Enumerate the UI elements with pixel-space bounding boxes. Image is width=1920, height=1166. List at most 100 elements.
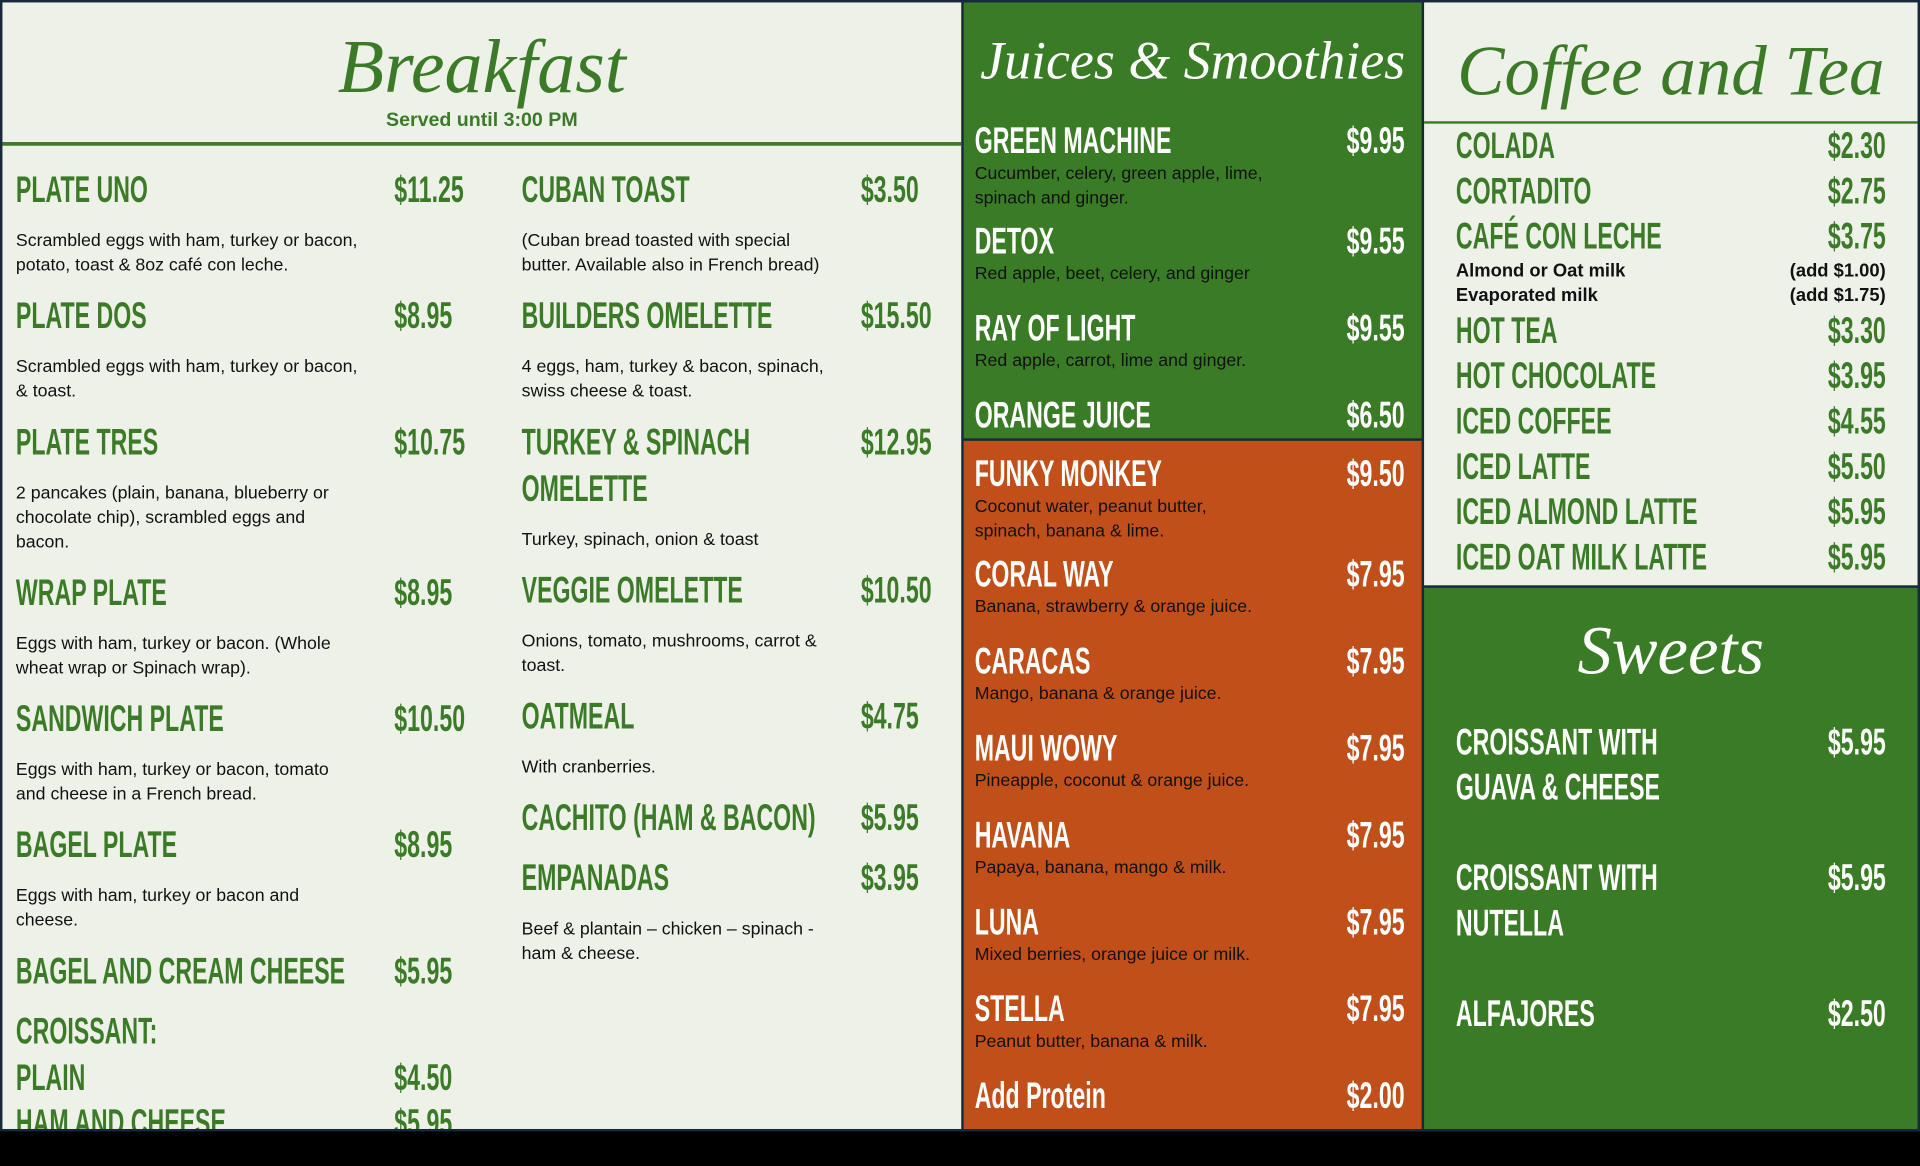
item-name: BUILDERS OMELETTE	[521, 296, 773, 337]
menu-item: HOT TEA $3.30	[1456, 309, 1886, 354]
menu-item: CROISSANT WITH GUAVA & CHEESE $5.95	[1456, 720, 1886, 856]
item-name: BAGEL PLATE	[15, 825, 178, 866]
menu-item: ICED OAT MILK LATTE $5.95	[1456, 535, 1886, 580]
item-row: CORTADITO $2.75	[1456, 169, 1886, 214]
item-price: $5.95	[1827, 492, 1886, 533]
menu-item: COLADA $2.30	[1456, 124, 1886, 169]
item-description: (Cuban bread toasted with special butter…	[521, 231, 820, 276]
menu-item: GREEN MACHINE $9.95 Cucumber, celery, gree…	[975, 120, 1405, 220]
menu-item: TURKEY & SPINACH OMELETTE $12.95 Turkey, s…	[522, 420, 962, 568]
item-option: Almond or Oat milk (add $1.00)	[1456, 260, 1886, 284]
item-price: $9.95	[1346, 121, 1405, 162]
item-name: FUNKY MONKEY	[974, 454, 1163, 495]
item-option: HAM AND CHEESE $5.95	[16, 1101, 599, 1129]
item-description: Mango, banana & orange juice.	[974, 684, 1222, 705]
item-row: CUBAN TOAST $3.50	[522, 168, 962, 215]
item-price: $5.50	[1827, 446, 1886, 488]
menu-item: CROISSANT WITH NUTELLA $5.95	[1456, 856, 1886, 992]
item-name: TURKEY & SPINACH OMELETTE	[521, 422, 751, 510]
smoothies-list: FUNKY MONKEY $9.50 Coconut water, peanut b…	[975, 453, 1405, 1129]
item-row: STELLA $7.95	[975, 988, 1405, 1032]
item-name: CAFÉ CON LECHE	[1455, 216, 1662, 258]
item-row: BAGEL AND CREAM CHEESE $5.95	[16, 949, 599, 996]
item-name: BAGEL AND CREAM CHEESE	[15, 951, 346, 992]
item-price: $7.95	[1346, 728, 1405, 769]
juices-list: GREEN MACHINE $9.95 Cucumber, celery, gree…	[975, 120, 1405, 438]
item-row: CROISSANT WITH NUTELLA $5.95	[1456, 856, 1886, 947]
item-row: PLATE TRES $10.75	[16, 420, 599, 467]
item-name: GREEN MACHINE	[974, 121, 1172, 162]
item-row: ICED COFFEE $4.55	[1456, 399, 1886, 444]
item-row: PLATE DOS $8.95	[16, 294, 599, 341]
item-description: Eggs with ham, turkey or bacon and chees…	[15, 886, 300, 931]
item-price: $9.55	[1346, 308, 1405, 349]
item-name: CROISSANT WITH GUAVA & CHEESE	[1455, 722, 1660, 809]
option-name: Evaporated milk	[1455, 285, 1598, 307]
item-price: $9.50	[1346, 454, 1405, 495]
item-row: ICED OAT MILK LATTE $5.95	[1456, 535, 1886, 580]
item-name: CORAL WAY	[974, 554, 1114, 596]
item-price: $12.95	[860, 422, 932, 463]
item-price: $4.55	[1827, 401, 1886, 443]
item-row: DETOX $9.55	[975, 220, 1405, 264]
menu-item: STELLA $7.95 Peanut butter, banana & milk.	[975, 988, 1405, 1075]
item-row: RAY OF LIGHT $9.55	[975, 307, 1405, 351]
item-description: Onions, tomato, mushrooms, carrot & toas…	[521, 631, 817, 676]
item-name: PLATE DOS	[15, 296, 147, 337]
item-price: $7.95	[1346, 554, 1405, 596]
item-name: ORANGE JUICE	[974, 395, 1151, 436]
menu-item: LUNA $7.95 Mixed berries, orange juice or …	[975, 901, 1405, 988]
item-name: ICED LATTE	[1455, 446, 1591, 488]
item-price: $10.50	[394, 699, 466, 740]
menu-item: ORANGE JUICE $6.50	[975, 394, 1405, 438]
item-row: GREEN MACHINE $9.95	[975, 120, 1405, 164]
item-description: Red apple, beet, celery, and ginger	[974, 264, 1250, 285]
item-row: FUNKY MONKEY $9.50	[975, 453, 1405, 497]
item-name: COLADA	[1455, 126, 1555, 167]
item-row: CACHITO (HAM & BACON) $5.95	[522, 796, 962, 843]
item-row: CARACAS $7.95	[975, 640, 1405, 684]
item-name: LUNA	[974, 902, 1039, 943]
item-name: DETOX	[974, 221, 1055, 263]
item-row: COLADA $2.30	[1456, 124, 1886, 169]
item-description: Turkey, spinach, onion & toast	[521, 530, 759, 550]
juices-panel: Juices & Smoothies GREEN MACHINE $9.95 Cuc…	[963, 2, 1422, 439]
menu-item: PLATE UNO $11.25 Scrambled eggs with ham, …	[16, 168, 599, 294]
menu-item: DETOX $9.55 Red apple, beet, celery, and g…	[975, 220, 1405, 307]
item-price: $7.95	[1346, 641, 1405, 683]
item-name: HAVANA	[974, 815, 1071, 856]
option-price: (add $1.75)	[1789, 285, 1886, 307]
item-price: $11.25	[394, 170, 464, 211]
item-name: CROISSANT:	[15, 1011, 158, 1052]
item-row: CROISSANT:	[16, 1009, 599, 1056]
item-price: $3.95	[860, 858, 919, 899]
item-name: CARACAS	[974, 641, 1091, 683]
coffee-panel: Coffee and Tea COLADA $2.30 CORTADITO $2.75…	[1424, 2, 1918, 586]
menu-item: Add Protein $2.00	[975, 1075, 1405, 1129]
option-name: HAM AND CHEESE	[15, 1103, 226, 1129]
item-description: Scrambled eggs with ham, turkey or bacon…	[15, 357, 358, 402]
item-name: MAUI WOWY	[974, 728, 1118, 769]
item-price: $5.95	[1827, 858, 1886, 899]
menu-item: HAVANA $7.95 Papaya, banana, mango & milk.	[975, 814, 1405, 901]
menu-item: CORTADITO $2.75	[1456, 169, 1886, 214]
option-price: (add $1.00)	[1789, 260, 1886, 282]
item-name: OATMEAL	[521, 696, 635, 738]
item-name: PLATE UNO	[15, 170, 148, 211]
item-row: SANDWICH PLATE $10.50	[16, 697, 599, 744]
option-price: $4.50	[394, 1057, 453, 1099]
item-name: ICED COFFEE	[1455, 401, 1612, 443]
menu-item: ICED LATTE $5.50	[1456, 444, 1886, 489]
item-name: HOT CHOCOLATE	[1455, 356, 1657, 397]
item-row: ICED ALMOND LATTE $5.95	[1456, 490, 1886, 535]
divider	[1424, 121, 1918, 124]
item-row: MAUI WOWY $7.95	[975, 727, 1405, 771]
item-name: CORTADITO	[1455, 171, 1592, 212]
item-description: 2 pancakes (plain, banana, blueberry or …	[15, 483, 329, 553]
item-row: LUNA $7.95	[975, 901, 1405, 945]
item-row: BAGEL PLATE $8.95	[16, 823, 599, 870]
item-price: $15.50	[860, 296, 932, 337]
option-name: PLAIN	[15, 1057, 86, 1099]
